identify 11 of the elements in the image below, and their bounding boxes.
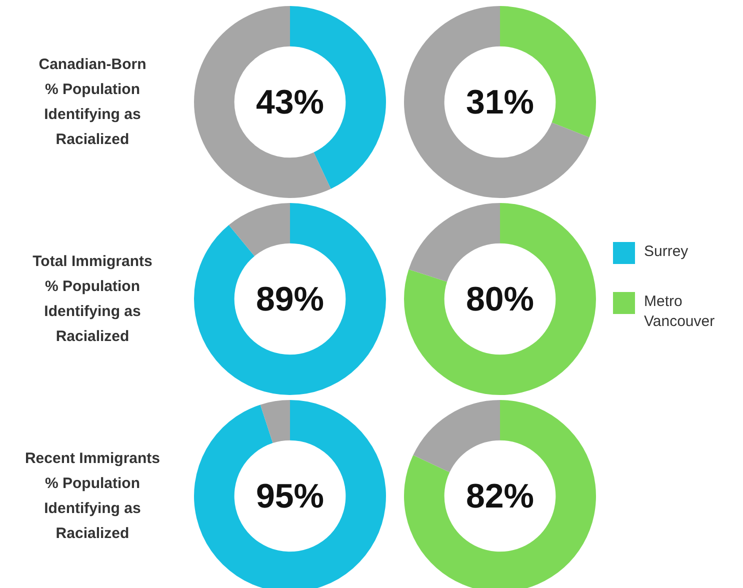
text: Total Immigrants % Population Identifying as Racialized: [32, 252, 152, 347]
text: Recent Immigrants % Population Identifying as Racialized: [24, 449, 160, 544]
legend-label: Surrey: [644, 242, 690, 262]
text: 89%: [256, 280, 324, 318]
text: Canadian-Born % Population Identifying as Racialized: [38, 55, 146, 150]
text: 80%: [466, 280, 534, 318]
text: 31%: [466, 83, 534, 122]
text: 43%: [256, 83, 324, 122]
legend-label: Metro Vancouver: [644, 292, 716, 332]
text: 95%: [256, 477, 324, 516]
text: 82%: [466, 477, 534, 516]
